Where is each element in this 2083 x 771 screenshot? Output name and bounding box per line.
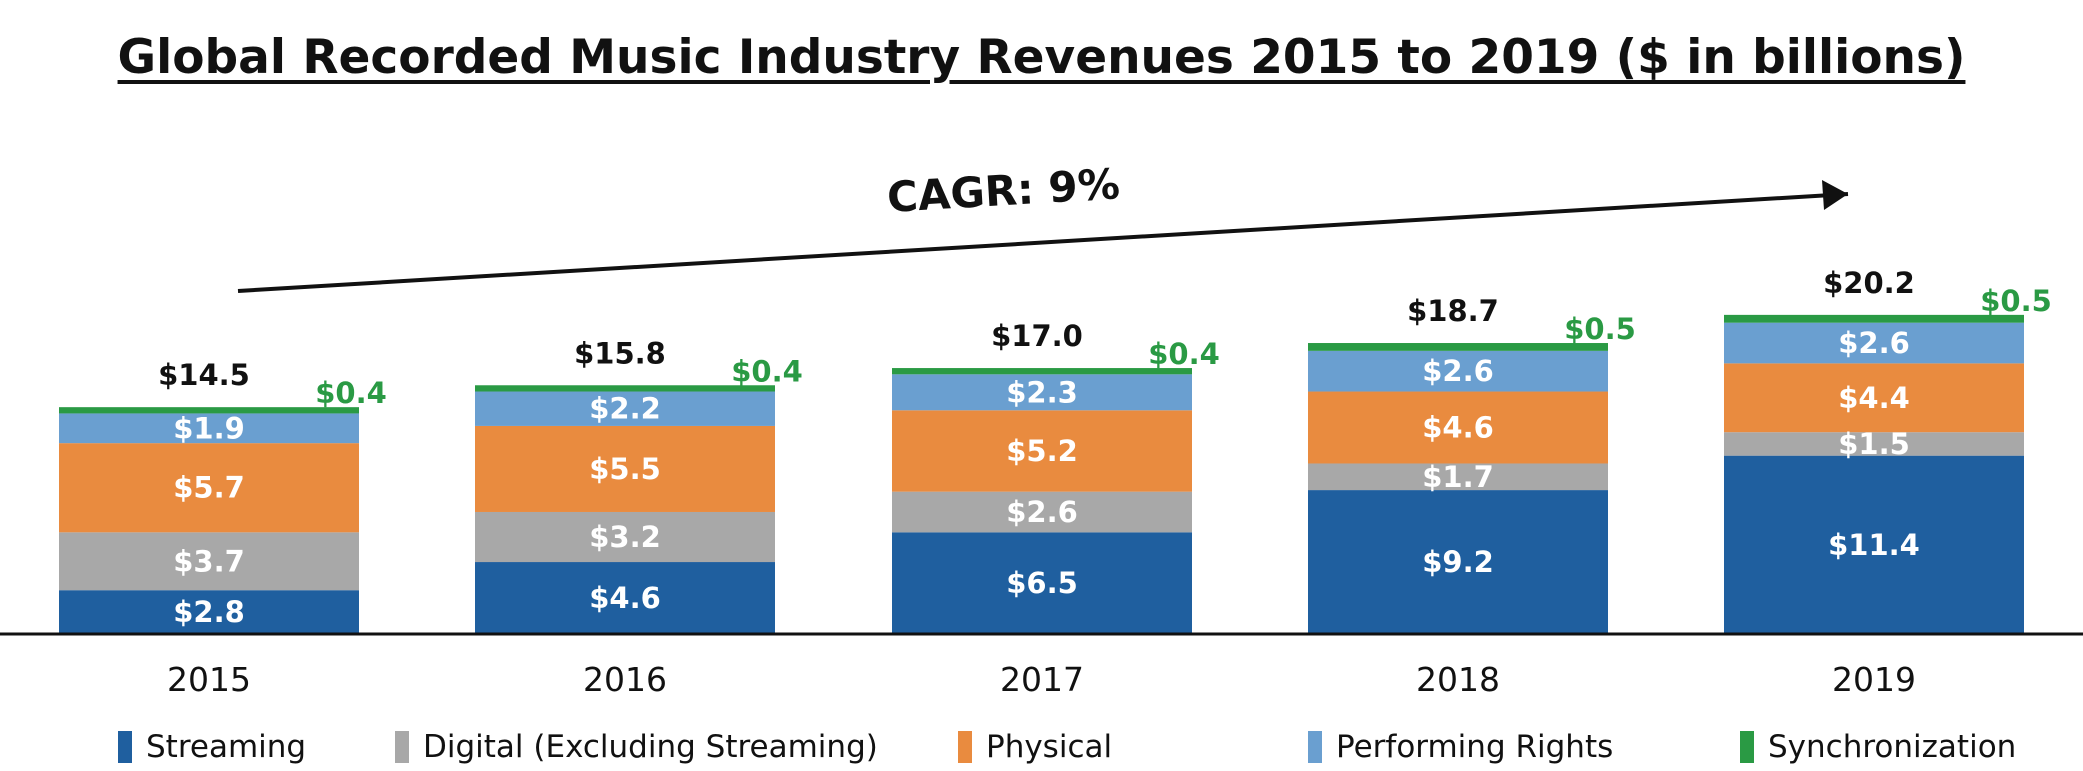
bar-label-physical-2017: $5.2 bbox=[1006, 434, 1078, 468]
legend-label-sync: Synchronization bbox=[1768, 729, 2017, 765]
legend-label-streaming: Streaming bbox=[146, 729, 307, 765]
legend-item-digital: Digital (Excluding Streaming) bbox=[395, 725, 878, 769]
bar-label-physical-2016: $5.5 bbox=[589, 452, 661, 486]
x-axis-ticks: 2015 2016 2017 2018 2019 bbox=[167, 660, 1916, 699]
bar-label-sync-2019: $0.5 bbox=[1980, 284, 2052, 318]
bars-layer bbox=[59, 314, 2024, 634]
bar-streaming-2016 bbox=[475, 562, 775, 634]
bar-streaming-2015 bbox=[59, 590, 359, 634]
bar-performing-2018 bbox=[1308, 350, 1608, 392]
x-tick-2019: 2019 bbox=[1832, 660, 1916, 699]
bar-streaming-2017 bbox=[892, 532, 1192, 634]
bar-physical-2017 bbox=[892, 410, 1192, 492]
bar-label-digital-2018: $1.7 bbox=[1422, 460, 1494, 494]
bar-label-performing-2017: $2.3 bbox=[1006, 375, 1078, 409]
bar-label-digital-2015: $3.7 bbox=[173, 544, 245, 578]
legend-swatch-sync bbox=[1740, 731, 1754, 763]
bar-label-sync-2017: $0.4 bbox=[1148, 337, 1220, 371]
bar-label-streaming-2018: $9.2 bbox=[1422, 545, 1494, 579]
bar-streaming-2019 bbox=[1724, 455, 2024, 634]
legend-swatch-digital bbox=[395, 731, 409, 763]
total-label-2019: $20.2 bbox=[1823, 266, 1915, 300]
bar-digital-2019 bbox=[1724, 432, 2024, 456]
bar-label-sync-2016: $0.4 bbox=[731, 354, 803, 388]
x-tick-2015: 2015 bbox=[167, 660, 251, 699]
bar-label-streaming-2017: $6.5 bbox=[1006, 566, 1078, 600]
bar-label-performing-2018: $2.6 bbox=[1422, 354, 1494, 388]
bar-label-digital-2016: $3.2 bbox=[589, 520, 661, 554]
legend: Streaming Digital (Excluding Streaming) Ph… bbox=[0, 725, 2083, 769]
bar-digital-2018 bbox=[1308, 463, 1608, 491]
bar-physical-2018 bbox=[1308, 391, 1608, 464]
total-label-2017: $17.0 bbox=[991, 319, 1083, 353]
legend-item-sync: Synchronization bbox=[1740, 725, 2016, 769]
bar-performing-2016 bbox=[475, 391, 775, 426]
cagr-annotation: CAGR: 9% bbox=[237, 159, 1849, 293]
bar-streaming-2018 bbox=[1308, 490, 1608, 634]
legend-item-performing: Performing Rights bbox=[1308, 725, 1613, 769]
bar-sync-2016 bbox=[475, 385, 775, 392]
stacked-bar-chart: $2.8 $3.7 $5.7 $1.9 $0.4 $14.5 $4.6 $3.2 $5.5 $2.… bbox=[0, 159, 2083, 699]
bar-digital-2016 bbox=[475, 511, 775, 563]
total-label-2018: $18.7 bbox=[1407, 294, 1499, 328]
x-tick-2017: 2017 bbox=[1000, 660, 1084, 699]
bar-label-physical-2015: $5.7 bbox=[173, 471, 245, 505]
chart-title: Global Recorded Music Industry Revenues … bbox=[117, 30, 1966, 85]
bar-label-digital-2017: $2.6 bbox=[1006, 495, 1078, 529]
bar-sync-2018 bbox=[1308, 343, 1608, 351]
bar-label-streaming-2019: $11.4 bbox=[1828, 528, 1920, 562]
bar-performing-2015 bbox=[59, 413, 359, 444]
legend-item-streaming: Streaming bbox=[118, 725, 306, 769]
legend-label-digital: Digital (Excluding Streaming) bbox=[423, 729, 878, 765]
bar-sync-2015 bbox=[59, 407, 359, 414]
bar-label-performing-2019: $2.6 bbox=[1838, 326, 1910, 360]
x-tick-2018: 2018 bbox=[1416, 660, 1500, 699]
bar-label-digital-2019: $1.5 bbox=[1838, 427, 1910, 461]
bar-physical-2015 bbox=[59, 443, 359, 533]
labels-layer: $2.8 $3.7 $5.7 $1.9 $0.4 $14.5 $4.6 $3.2 $5.5 $2.… bbox=[158, 266, 2052, 629]
bar-label-performing-2016: $2.2 bbox=[589, 392, 661, 426]
bar-digital-2017 bbox=[892, 491, 1192, 533]
bar-label-streaming-2016: $4.6 bbox=[589, 581, 661, 615]
cagr-label: CAGR: 9% bbox=[886, 159, 1121, 222]
bar-performing-2019 bbox=[1724, 322, 2024, 364]
bar-digital-2015 bbox=[59, 532, 359, 591]
legend-label-physical: Physical bbox=[986, 729, 1113, 765]
total-label-2016: $15.8 bbox=[574, 336, 666, 370]
cagr-arrow bbox=[237, 192, 1849, 293]
bar-physical-2016 bbox=[475, 425, 775, 512]
legend-swatch-performing bbox=[1308, 731, 1322, 763]
total-label-2015: $14.5 bbox=[158, 358, 250, 392]
legend-item-physical: Physical bbox=[958, 725, 1112, 769]
bar-physical-2019 bbox=[1724, 363, 2024, 433]
bar-label-physical-2018: $4.6 bbox=[1422, 411, 1494, 445]
bar-label-performing-2015: $1.9 bbox=[173, 411, 245, 445]
legend-swatch-streaming bbox=[118, 731, 132, 763]
bar-label-streaming-2015: $2.8 bbox=[173, 595, 245, 629]
legend-swatch-physical bbox=[958, 731, 972, 763]
bar-performing-2017 bbox=[892, 374, 1192, 411]
bar-sync-2017 bbox=[892, 368, 1192, 375]
cagr-arrowhead-icon bbox=[1822, 180, 1848, 210]
bar-label-sync-2018: $0.5 bbox=[1564, 312, 1636, 346]
bar-label-physical-2019: $4.4 bbox=[1838, 381, 1910, 415]
legend-label-performing: Performing Rights bbox=[1336, 729, 1614, 765]
x-tick-2016: 2016 bbox=[583, 660, 667, 699]
bar-label-sync-2015: $0.4 bbox=[315, 376, 387, 410]
bar-sync-2019 bbox=[1724, 314, 2024, 323]
